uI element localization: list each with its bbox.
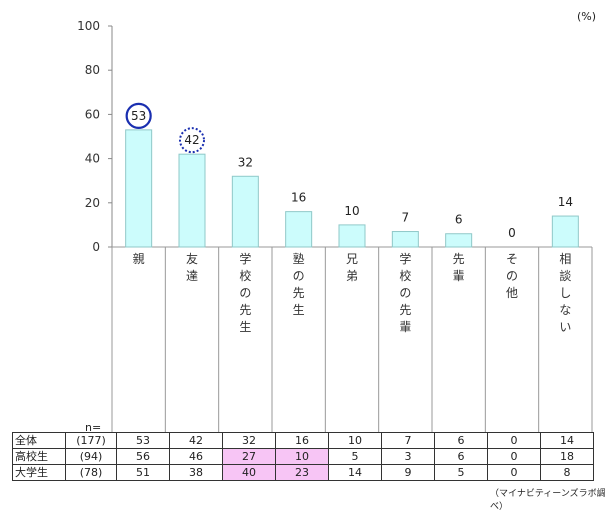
y-tick-label: 0 bbox=[92, 240, 100, 254]
category-label-char: の bbox=[239, 286, 251, 300]
table-cell: 40 bbox=[222, 464, 276, 481]
data-label: 42 bbox=[184, 133, 199, 147]
table-cell: 14 bbox=[540, 432, 594, 449]
y-tick-label: 100 bbox=[77, 19, 100, 33]
y-tick-label: 40 bbox=[85, 152, 100, 166]
table-cell: 53 bbox=[116, 432, 170, 449]
category-label-char: の bbox=[293, 269, 305, 283]
n-label: n= bbox=[85, 421, 102, 434]
table-cell: 16 bbox=[275, 432, 329, 449]
highlight-circle bbox=[125, 102, 152, 129]
table-row: 大学生 (78) 51 38 40 23 14 9 5 0 8 bbox=[12, 464, 594, 481]
category-label-char: な bbox=[559, 303, 571, 317]
bar-6 bbox=[391, 231, 419, 248]
category-label-char: 兄 bbox=[346, 252, 358, 266]
table-cell: 38 bbox=[169, 464, 223, 481]
category-label-char: 校 bbox=[239, 268, 251, 283]
bar-chart: 02040608010053親42友達32学校の先生16塾の先生10兄弟7学校の… bbox=[77, 19, 593, 432]
y-tick-label: 60 bbox=[85, 107, 100, 121]
table-cell: 7 bbox=[381, 432, 435, 449]
category-label-char: 親 bbox=[133, 252, 145, 266]
table-cell: 0 bbox=[487, 448, 541, 465]
table-cell: 0 bbox=[487, 432, 541, 449]
table-cell: 14 bbox=[328, 464, 382, 481]
category-label-char: 先 bbox=[239, 303, 251, 317]
row-n: (94) bbox=[65, 448, 117, 465]
data-label: 7 bbox=[402, 211, 410, 225]
row-label: 全体 bbox=[12, 432, 66, 449]
data-label: 32 bbox=[238, 155, 253, 169]
table-row: 高校生 (94) 56 46 27 10 5 3 6 0 18 bbox=[12, 448, 594, 465]
table-row: 全体 (177) 53 42 32 16 10 7 6 0 14 bbox=[12, 432, 594, 449]
table-cell: 3 bbox=[381, 448, 435, 465]
table-cell: 51 bbox=[116, 464, 170, 481]
table-cell: 56 bbox=[116, 448, 170, 465]
bar-2 bbox=[178, 153, 206, 248]
table-cell: 6 bbox=[434, 432, 488, 449]
table-cell: 10 bbox=[275, 448, 329, 465]
data-label: 6 bbox=[455, 213, 463, 227]
y-tick-label: 20 bbox=[85, 196, 100, 210]
category-label-char: 校 bbox=[399, 268, 411, 283]
bar-5 bbox=[338, 224, 366, 248]
data-label: 10 bbox=[344, 204, 359, 218]
data-label: 16 bbox=[291, 191, 306, 205]
bar-3 bbox=[231, 175, 259, 248]
category-label-char: 生 bbox=[293, 303, 305, 317]
category-label-char: 達 bbox=[186, 269, 198, 283]
table-cell: 6 bbox=[434, 448, 488, 465]
category-label-char: い bbox=[559, 320, 571, 334]
category-label-char: 学 bbox=[399, 251, 411, 266]
table-cell: 8 bbox=[540, 464, 594, 481]
data-label: 0 bbox=[508, 226, 516, 240]
data-label: 53 bbox=[131, 109, 146, 123]
category-label-char: 学 bbox=[239, 251, 251, 266]
table-cell: 27 bbox=[222, 448, 276, 465]
category-label-char: し bbox=[559, 286, 571, 300]
category-label-char: 談 bbox=[559, 268, 571, 283]
category-label-char: 塾 bbox=[293, 251, 305, 266]
table-cell: 23 bbox=[275, 464, 329, 481]
table-cell: 5 bbox=[328, 448, 382, 465]
bar-9 bbox=[551, 215, 579, 248]
row-label: 大学生 bbox=[12, 464, 66, 481]
y-tick-label: 80 bbox=[85, 63, 100, 77]
category-label-char: そ bbox=[506, 252, 518, 266]
table-cell: 9 bbox=[381, 464, 435, 481]
category-label-char: の bbox=[399, 286, 411, 300]
table-cell: 42 bbox=[169, 432, 223, 449]
data-label: 14 bbox=[558, 195, 573, 209]
row-n: (177) bbox=[65, 432, 117, 449]
table-cell: 32 bbox=[222, 432, 276, 449]
table-cell: 5 bbox=[434, 464, 488, 481]
bar-4 bbox=[285, 211, 313, 248]
category-label-char: 他 bbox=[506, 286, 518, 300]
category-label-char: 先 bbox=[399, 303, 411, 317]
category-label-char: 先 bbox=[293, 286, 305, 300]
highlight-circle bbox=[179, 127, 205, 154]
category-label-char: 友 bbox=[186, 252, 198, 266]
category-label-char: の bbox=[506, 269, 518, 283]
table-cell: 0 bbox=[487, 464, 541, 481]
source-note: （マイナビティーンズラボ調べ） bbox=[490, 489, 606, 512]
table-cell: 18 bbox=[540, 448, 594, 465]
unit-label: (%) bbox=[577, 10, 597, 23]
row-n: (78) bbox=[65, 464, 117, 481]
table-cell: 10 bbox=[328, 432, 382, 449]
category-label-char: 先 bbox=[453, 252, 465, 266]
data-table: 全体 (177) 53 42 32 16 10 7 6 0 14 高校生 (94) 56 46 27 10 5 3 6… bbox=[12, 432, 594, 481]
category-label-char: 弟 bbox=[346, 269, 358, 283]
bar-7 bbox=[445, 233, 473, 248]
category-label-char: 相 bbox=[559, 252, 571, 266]
category-label-char: 輩 bbox=[399, 319, 411, 334]
category-label-char: 輩 bbox=[453, 268, 465, 283]
table-cell: 46 bbox=[169, 448, 223, 465]
row-label: 高校生 bbox=[12, 448, 66, 465]
category-label-char: 生 bbox=[239, 320, 251, 334]
bar-1 bbox=[125, 129, 153, 248]
